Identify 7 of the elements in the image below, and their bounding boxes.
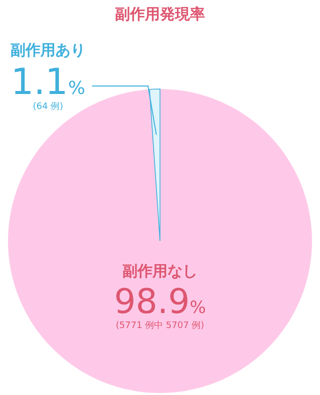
text: (5771 例中 5707 例) — [116, 320, 204, 331]
slice-label: 副作用あり — [10, 41, 86, 59]
data-label: 1.1% — [10, 62, 86, 103]
chart-title: 副作用発現率 — [115, 5, 205, 23]
text: (64 例) — [32, 101, 64, 112]
data-label: 98.9% — [114, 282, 206, 322]
slice-label: 副作用なし — [122, 262, 198, 280]
